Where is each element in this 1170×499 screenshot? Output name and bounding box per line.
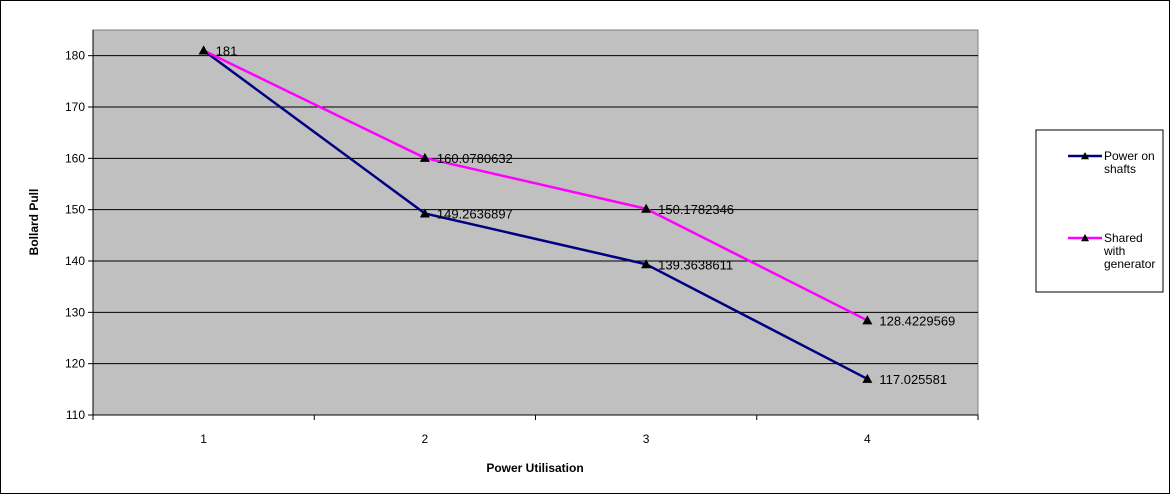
data-label: 117.025581	[879, 372, 947, 387]
data-point	[419, 208, 430, 218]
data-label: 149.2636897	[437, 206, 513, 221]
data-point	[862, 373, 873, 383]
x-tick-label: 4	[864, 432, 871, 446]
y-axis-title: Bollard Pull	[27, 189, 41, 256]
legend-marker	[1081, 152, 1089, 160]
data-label: 181	[216, 44, 238, 59]
data-label: 160.0780632	[437, 151, 513, 166]
data-point	[419, 152, 430, 162]
x-tick-label: 1	[200, 432, 207, 446]
y-axis: 110 120 130 140 150 160 170 180	[65, 30, 94, 422]
data-point	[862, 315, 873, 325]
y-tick-label: 140	[65, 254, 85, 268]
series-2	[203, 49, 868, 322]
legend-label: Shared	[1104, 231, 1143, 245]
x-tick-label: 2	[422, 432, 429, 446]
series-2-markers: 160.0780632 150.1782346 128.4229569	[198, 45, 955, 328]
y-tick-label: 130	[65, 305, 85, 319]
legend-label: with	[1103, 244, 1125, 258]
legend-label: shafts	[1104, 162, 1136, 176]
y-tick-label: 170	[65, 100, 85, 114]
y-tick-label: 180	[65, 49, 85, 63]
plot-area	[92, 29, 979, 416]
y-tick-label: 160	[65, 151, 85, 165]
series-line	[202, 49, 868, 381]
legend-label: Power on	[1104, 149, 1155, 163]
series-1	[202, 49, 868, 381]
y-tick-label: 120	[65, 357, 85, 371]
legend-marker	[1081, 234, 1089, 242]
data-label: 150.1782346	[658, 202, 734, 217]
series-layer: 181 149.2636897 139.3638611 117.025581 160.0…	[198, 44, 955, 387]
series-1-markers: 181 149.2636897 139.3638611 117.025581	[198, 44, 947, 387]
series-line	[203, 49, 868, 322]
data-point	[198, 45, 209, 55]
x-axis: 1 2 3 4	[92, 414, 979, 446]
data-point	[641, 203, 652, 213]
grid-lines	[93, 55, 978, 365]
data-label: 128.4229569	[879, 313, 955, 328]
y-tick-label: 150	[65, 203, 85, 217]
y-tick-label: 110	[66, 408, 85, 422]
x-axis-title: Power Utilisation	[486, 461, 583, 475]
data-point	[641, 259, 652, 269]
x-tick-label: 3	[643, 432, 650, 446]
legend-label: generator	[1104, 257, 1155, 271]
data-label: 139.3638611	[658, 257, 733, 272]
